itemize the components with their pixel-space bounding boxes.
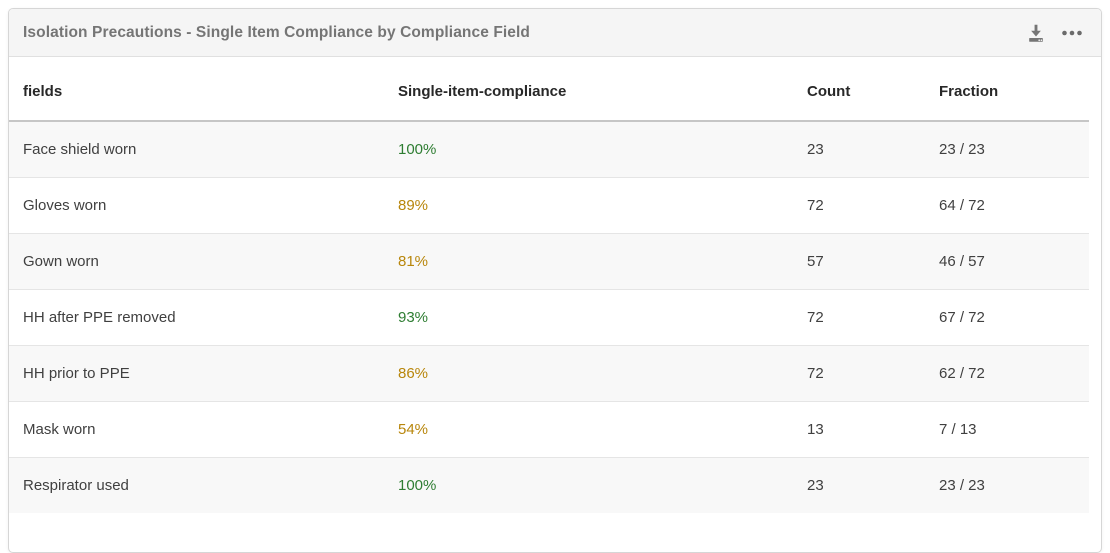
dashboard-tile: Isolation Precautions - Single Item Comp…	[8, 8, 1102, 553]
column-header-fraction[interactable]: Fraction	[939, 63, 1089, 122]
field-cell[interactable]: Respirator used	[23, 476, 129, 494]
field-cell[interactable]: Mask worn	[23, 420, 96, 438]
count-cell[interactable]: 23	[807, 476, 824, 494]
table-header-row: fields Single-item-compliance Count Frac…	[9, 63, 1089, 122]
count-cell[interactable]: 72	[807, 196, 824, 214]
fraction-cell[interactable]: 7 / 13	[939, 420, 977, 438]
count-cell[interactable]: 72	[807, 364, 824, 382]
fraction-cell[interactable]: 67 / 72	[939, 308, 985, 326]
count-cell[interactable]: 57	[807, 252, 824, 270]
compliance-cell[interactable]: 81%	[398, 252, 429, 270]
field-cell[interactable]: Gown worn	[23, 252, 99, 270]
table-body: Face shield worn 100% 23 23 / 23 Gloves worn…	[9, 121, 1089, 513]
tile-title: Isolation Precautions - Single Item Comp…	[23, 23, 531, 41]
table-row: Face shield worn 100% 23 23 / 23	[9, 121, 1089, 177]
fraction-cell[interactable]: 64 / 72	[939, 196, 985, 214]
count-cell[interactable]: 72	[807, 308, 824, 326]
fraction-cell[interactable]: 62 / 72	[939, 364, 985, 382]
table-row: Gown worn 81% 57 46 / 57	[9, 233, 1089, 289]
fraction-cell[interactable]: 46 / 57	[939, 252, 985, 270]
field-cell[interactable]: HH after PPE removed	[23, 308, 176, 326]
download-icon	[1025, 22, 1047, 44]
download-button[interactable]	[1023, 20, 1049, 46]
column-header-count[interactable]: Count	[807, 63, 939, 122]
count-cell[interactable]: 13	[807, 420, 824, 438]
compliance-cell[interactable]: 93%	[398, 308, 429, 326]
fraction-cell[interactable]: 23 / 23	[939, 140, 985, 158]
table-container: fields Single-item-compliance Count Frac…	[9, 57, 1101, 513]
column-header-compliance[interactable]: Single-item-compliance	[398, 63, 807, 122]
field-cell[interactable]: HH prior to PPE	[23, 364, 130, 382]
table-row: Respirator used 100% 23 23 / 23	[9, 457, 1089, 513]
compliance-cell[interactable]: 100%	[398, 140, 437, 158]
tile-header: Isolation Precautions - Single Item Comp…	[9, 9, 1101, 57]
more-options-button[interactable]	[1059, 20, 1085, 46]
compliance-table: fields Single-item-compliance Count Frac…	[9, 63, 1089, 513]
ellipsis-icon	[1060, 22, 1084, 44]
compliance-cell[interactable]: 89%	[398, 196, 429, 214]
table-row: HH prior to PPE 86% 72 62 / 72	[9, 345, 1089, 401]
compliance-cell[interactable]: 54%	[398, 420, 429, 438]
compliance-cell[interactable]: 100%	[398, 476, 437, 494]
table-row: Gloves worn 89% 72 64 / 72	[9, 177, 1089, 233]
tile-actions	[1023, 20, 1085, 46]
column-header-fields[interactable]: fields	[9, 63, 398, 122]
field-cell[interactable]: Face shield worn	[23, 140, 137, 158]
table-row: HH after PPE removed 93% 72 67 / 72	[9, 289, 1089, 345]
compliance-cell[interactable]: 86%	[398, 364, 429, 382]
table-row: Mask worn 54% 13 7 / 13	[9, 401, 1089, 457]
count-cell[interactable]: 23	[807, 140, 824, 158]
field-cell[interactable]: Gloves worn	[23, 196, 107, 214]
fraction-cell[interactable]: 23 / 23	[939, 476, 985, 494]
